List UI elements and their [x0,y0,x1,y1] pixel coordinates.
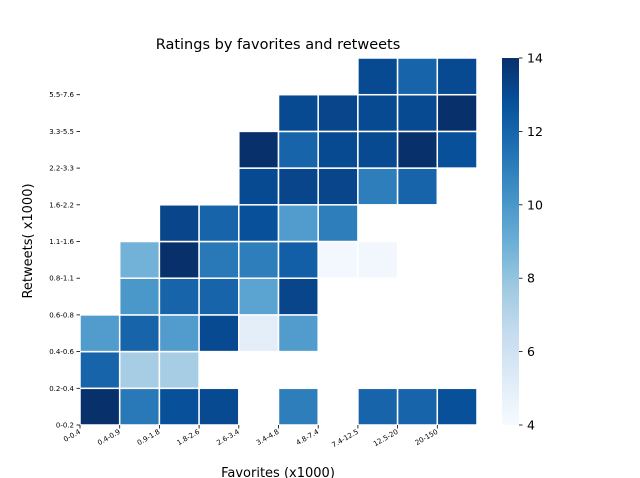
heatmap-cell [357,387,399,426]
heatmap-cell [396,167,439,206]
heatmap-cell [277,240,319,279]
heatmap-cell [357,93,399,133]
heatmap-cell [357,167,399,206]
heatmap-cell [158,240,200,279]
colorbar-tick-label: 8 [527,271,535,286]
heatmap-cell [158,387,200,426]
heatmap-cell [238,314,280,353]
y-tick-label: 0.4-0.6 [49,348,74,356]
heatmap-cell [238,240,280,279]
heatmap-cell [277,167,319,206]
heatmap-cell [158,204,200,243]
y-tick-label: 1.6-2.2 [49,201,74,209]
heatmap-cell [396,93,439,133]
y-tick-label: 3.3-5.5 [49,128,74,136]
chart-title: Ratings by favorites and retweets [156,37,401,53]
heatmap-cell [118,314,161,353]
heatmap-cell [158,350,200,390]
heatmap-cell [357,130,399,169]
heatmap-cell [158,314,200,353]
heatmap-cell [198,314,240,353]
heatmap-cell [396,57,439,96]
x-tick-label: 2.6-3.4 [215,428,241,448]
heatmap-cell [198,204,240,243]
heatmap-cell [396,387,439,426]
colorbar [502,58,519,425]
heatmap-cell [118,387,161,426]
heatmap-cell [277,204,319,243]
colorbar-tick-label: 10 [527,197,543,212]
heatmap-cell [277,387,319,426]
y-tick-label: 0.6-0.8 [49,311,74,319]
heatmap-cell [277,130,319,169]
x-axis-label: Favorites (x1000) [221,466,335,478]
heatmap-cell [396,130,439,169]
x-tick-label: 7.4-12.5 [331,428,360,450]
x-tick-label: 0-0.4 [62,428,82,444]
heatmap-cell [436,130,478,169]
heatmap-cell [198,387,240,426]
heatmap-cell [277,93,319,133]
x-tick-label: 1.8-2.6 [176,428,202,448]
y-tick-label: 5.5-7.6 [49,91,74,99]
heatmap-cell [436,387,478,426]
heatmap-cell [79,387,121,426]
heatmap-cell [198,277,240,316]
colorbar-tick-label: 12 [527,124,543,139]
heatmap-cell [238,167,280,206]
colorbar-ticks: 4 6 8 10 12 14 [519,51,543,433]
heatmap-cell [158,277,200,316]
heatmap-cell [118,240,161,279]
heatmap-cell [118,350,161,390]
heatmap-cell [79,350,121,390]
heatmap-cell [317,204,359,243]
heatmap-cell [238,277,280,316]
x-axis: 0-0.4 0.4-0.9 0.9-1.8 1.8-2.6 2.6-3.4 3.4-4.8… [62,425,439,449]
heatmap-cells [79,57,478,426]
heatmap-cell [357,57,399,96]
heatmap-cell [317,93,359,133]
heatmap-cell [277,277,319,316]
x-tick-label: 20-150 [414,428,439,447]
x-tick-label: 4.8-7.4 [295,428,321,448]
heatmap-cell [118,277,161,316]
heatmap-cell [277,314,319,353]
y-axis: 0-0.2 0.2-0.4 0.4-0.6 0.6-0.8 0.8-1.1 1.1-1.6… [49,91,80,430]
heatmap-cell [79,314,121,353]
x-tick-label: 0.9-1.8 [136,428,161,447]
y-axis-label: Retweets( x1000) [21,183,36,298]
colorbar-tick-label: 6 [527,344,535,359]
x-tick-label: 3.4-4.8 [255,428,280,447]
heatmap-cell [357,240,399,279]
y-tick-label: 2.2-3.3 [49,165,74,173]
y-tick-label: 0-0.2 [56,422,74,430]
x-tick-label: 12.5-20 [372,428,399,448]
y-tick-label: 0.8-1.1 [49,275,74,283]
heatmap-cell [317,130,359,169]
x-tick-label: 0.4-0.9 [96,428,121,447]
heatmap-cell [317,167,359,206]
y-tick-label: 0.2-0.4 [49,385,74,393]
heatmap-cell [198,240,240,279]
heatmap-cell [238,130,280,169]
heatmap-cell [436,57,478,96]
heatmap-cell [436,93,478,133]
colorbar-tick-label: 14 [527,51,543,66]
heatmap-cell [238,204,280,243]
y-tick-label: 1.1-1.6 [49,238,74,246]
heatmap-cell [317,240,359,279]
colorbar-tick-label: 4 [527,418,535,433]
